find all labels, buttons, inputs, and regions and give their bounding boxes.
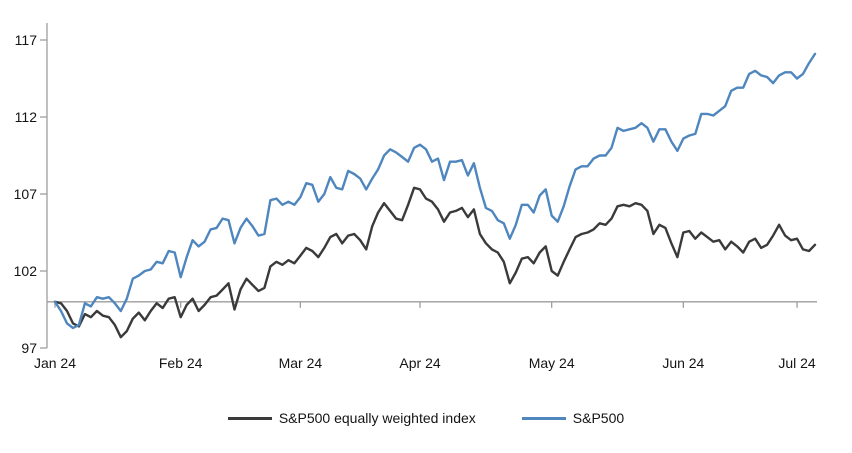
x-axis-tick-label: May 24 — [529, 355, 575, 371]
equal-weight-line-swatch — [227, 417, 272, 420]
legend-label-sp500: S&P500 — [572, 410, 625, 426]
y-axis-tick-label: 107 — [14, 186, 38, 202]
legend-item-sp500: S&P500 — [521, 410, 625, 427]
series-line-sp500 — [53, 52, 817, 330]
y-axis-tick-label: 117 — [15, 32, 38, 48]
y-axis-tick-label: 97 — [21, 340, 37, 356]
x-axis-tick-label: Jul 24 — [778, 355, 816, 371]
x-axis-tick-label: Jan 24 — [34, 355, 76, 371]
sp500-line-swatch — [521, 417, 566, 420]
legend-item-equal-weight: S&P500 equally weighted index — [227, 410, 476, 427]
x-axis-tick-label: Mar 24 — [279, 355, 323, 371]
x-axis-tick-label: Apr 24 — [399, 355, 440, 371]
y-axis-tick-label: 102 — [14, 263, 38, 279]
y-axis-tick-label: 112 — [15, 109, 38, 125]
legend: S&P500 equally weighted index S&P500 — [0, 410, 852, 427]
legend-label-equal-weight: S&P500 equally weighted index — [278, 410, 476, 426]
x-axis-tick-label: Feb 24 — [159, 355, 203, 371]
series-line-equal-weight — [53, 186, 817, 339]
line-chart: 97 102 107 112 117 Jan 24 Feb 24 Mar 24 Apr 24 Ma… — [14, 23, 817, 371]
x-axis-tick-label: Jun 24 — [662, 355, 704, 371]
